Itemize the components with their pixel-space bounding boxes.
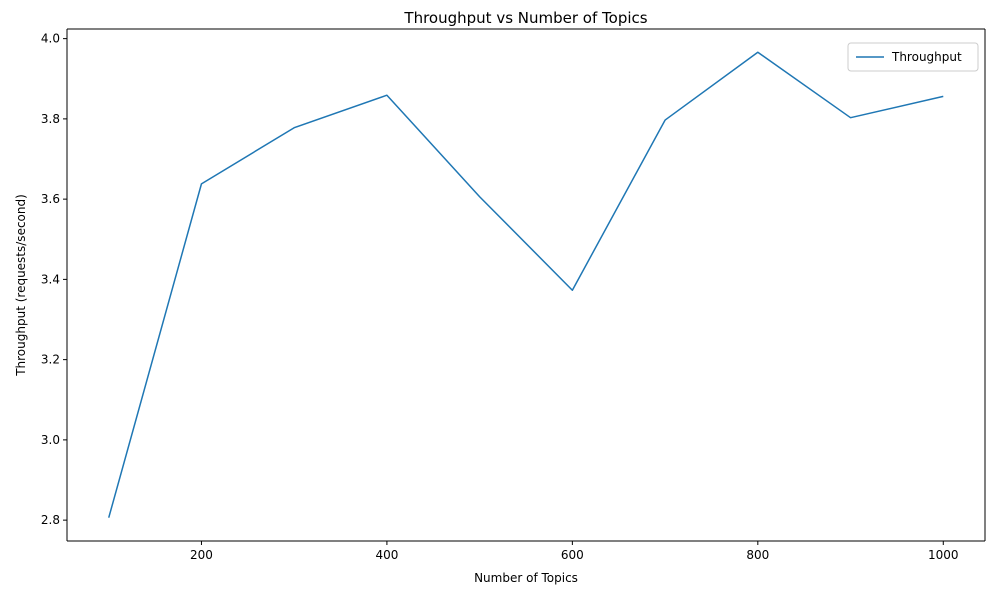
axes-frame [66,28,986,542]
y-tick-label: 4.0 [41,32,60,46]
y-tick-label: 3.2 [41,353,60,367]
y-axis-label: Throughput (requests/second) [14,194,28,377]
legend-box [847,42,979,72]
x-axis-ticks: 200 400 600 800 1000 [190,541,959,562]
x-tick-label: 200 [190,548,213,562]
y-tick-label: 3.0 [41,433,60,447]
chart-title: Throughput vs Number of Topics [403,9,647,27]
y-axis-ticks: 2.8 3.0 3.2 3.4 3.6 3.8 4.0 [41,32,67,527]
legend-label: Throughput [891,50,962,64]
series-layer [108,51,944,518]
x-tick-label: 600 [561,548,584,562]
y-tick-label: 3.6 [41,192,60,206]
y-tick-label: 3.4 [41,272,60,286]
y-tick-label: 2.8 [41,513,60,527]
y-tick-label: 3.8 [41,112,60,126]
x-tick-label: 800 [746,548,769,562]
x-tick-label: 1000 [928,548,959,562]
x-tick-label: 400 [375,548,398,562]
legend: Throughput [847,42,979,72]
plot-area [67,29,985,541]
series-line-throughput [108,51,944,518]
x-axis-label: Number of Topics [474,571,578,585]
